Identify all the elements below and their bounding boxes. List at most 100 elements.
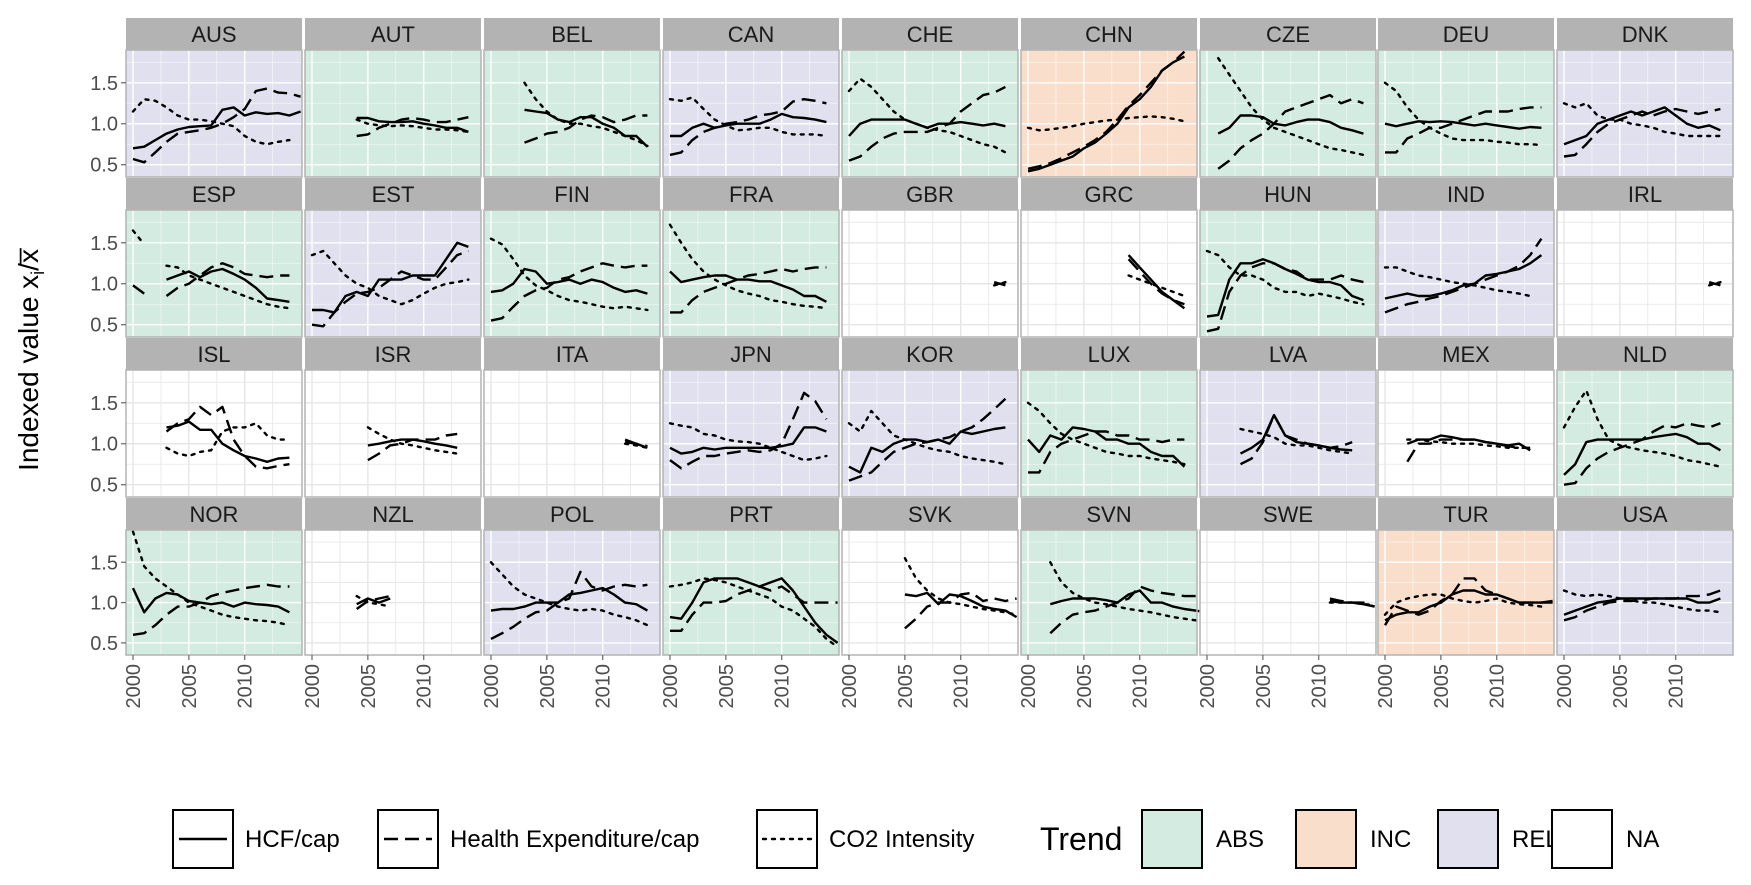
series-line-co2 — [355, 594, 392, 608]
series-line-co2 — [668, 577, 839, 649]
series-line-co2 — [131, 530, 291, 627]
panel-border — [662, 369, 840, 498]
gridlines — [1200, 530, 1376, 655]
panel-background — [1200, 50, 1376, 177]
gridlines — [126, 210, 302, 337]
series-line-hcf — [670, 112, 827, 138]
series-line-co2 — [1562, 389, 1722, 468]
panel-esp: ESP 0.5 1.0 1.5 — [90, 178, 303, 338]
trend-swatch — [1295, 809, 1357, 869]
series-line-he — [904, 591, 1017, 630]
panel-irl: IRL — [1556, 178, 1734, 338]
series-line-he — [1406, 438, 1531, 463]
y-tick-label: 1.5 — [90, 233, 118, 255]
x-tick-label: 2005 — [1610, 664, 1632, 709]
y-tick-label: 1.0 — [90, 434, 118, 456]
panel-lux: LUX — [1020, 338, 1198, 498]
series-line-co2 — [993, 280, 1007, 287]
strip-background — [1557, 338, 1733, 370]
x-tick-label: 2000 — [1554, 664, 1576, 709]
series-line-co2 — [1205, 249, 1365, 306]
series-line-he — [490, 262, 648, 322]
panel-border — [125, 209, 303, 338]
strip-background — [126, 18, 302, 50]
panel-border — [1377, 529, 1555, 656]
series-line-he — [311, 249, 469, 328]
panel-border — [483, 529, 661, 656]
series-line-he — [669, 391, 828, 470]
legend-label: Health Expenditure/cap — [450, 826, 700, 853]
series-line-he — [1563, 589, 1721, 622]
strip-background — [1378, 498, 1554, 530]
series-line-he — [1027, 50, 1186, 170]
series-line-he — [165, 405, 290, 470]
series-line-co2 — [668, 422, 828, 462]
strip-background — [842, 338, 1018, 370]
panel-border — [662, 209, 840, 338]
legend: HCF/cap Health Expenditure/cap CO2 Intensi… — [172, 809, 1659, 869]
strip-background — [126, 178, 302, 210]
panel-border — [304, 529, 482, 656]
strip-label: HUN — [1264, 182, 1312, 207]
trend-label: ABS — [1216, 826, 1264, 853]
x-tick-label: 2010 — [593, 664, 615, 709]
strip-label: SVN — [1086, 502, 1131, 527]
panel-border — [841, 369, 1019, 498]
panel-border — [1556, 49, 1734, 178]
panel-nzl: NZL 2000 2005 2010 — [302, 498, 482, 709]
strip-label: MEX — [1442, 342, 1490, 367]
panel-aus: AUS 0.5 1.0 1.5 — [90, 18, 303, 178]
strip-background — [484, 338, 660, 370]
strip-background — [842, 18, 1018, 50]
series-line-co2 — [165, 422, 291, 458]
trend-swatch — [1437, 809, 1499, 869]
series-line-co2 — [623, 442, 649, 449]
panel-border — [1020, 49, 1198, 178]
strip-label: FIN — [554, 182, 589, 207]
panel-svn: SVN 2000 2005 2010 — [1018, 498, 1208, 709]
series-line-he — [1217, 93, 1364, 170]
gridlines — [663, 370, 839, 497]
panel-prt: PRT 2000 2005 2010 — [660, 498, 840, 709]
gridlines — [305, 50, 481, 177]
y-tick-label: 1.0 — [90, 274, 118, 296]
series-line-he — [367, 432, 458, 462]
strip-label: CAN — [728, 22, 774, 47]
strip-background — [663, 338, 839, 370]
gridlines — [842, 210, 1018, 337]
series-line-hcf — [1563, 106, 1721, 146]
panel-border — [304, 369, 482, 498]
strip-background — [1021, 178, 1197, 210]
panel-border — [1199, 209, 1377, 338]
gridlines — [1557, 210, 1733, 337]
gridlines — [842, 370, 1018, 497]
strip-label: AUS — [191, 22, 236, 47]
panel-background — [1200, 530, 1376, 655]
series-line-hcf — [490, 586, 648, 612]
strip-background — [126, 338, 302, 370]
series-line-he — [848, 85, 1006, 162]
strip-background — [663, 18, 839, 50]
panel-background — [842, 530, 1018, 655]
gridlines — [1021, 370, 1197, 497]
y-tick-label: 0.5 — [90, 155, 118, 177]
panel-border — [841, 529, 1019, 656]
panel-border — [1377, 209, 1555, 338]
series-line-hcf — [132, 106, 302, 150]
panel-border — [1377, 369, 1555, 498]
series-line-co2 — [1562, 589, 1722, 614]
y-axis-label-main: Indexed value x — [13, 275, 44, 471]
series-line-hcf — [490, 267, 648, 295]
panel-background — [1378, 50, 1554, 177]
series-line-hcf — [356, 597, 391, 606]
x-tick-label: 2005 — [358, 664, 380, 709]
strip-background — [842, 178, 1018, 210]
panel-ita: ITA — [483, 338, 661, 498]
panel-background — [1021, 370, 1197, 497]
series-line-co2 — [668, 96, 828, 138]
panel-gbr: GBR — [841, 178, 1019, 338]
series-line-co2 — [355, 118, 470, 134]
series-line-hcf — [356, 116, 469, 134]
gridlines — [1021, 50, 1197, 177]
series-line-he — [848, 397, 1007, 482]
